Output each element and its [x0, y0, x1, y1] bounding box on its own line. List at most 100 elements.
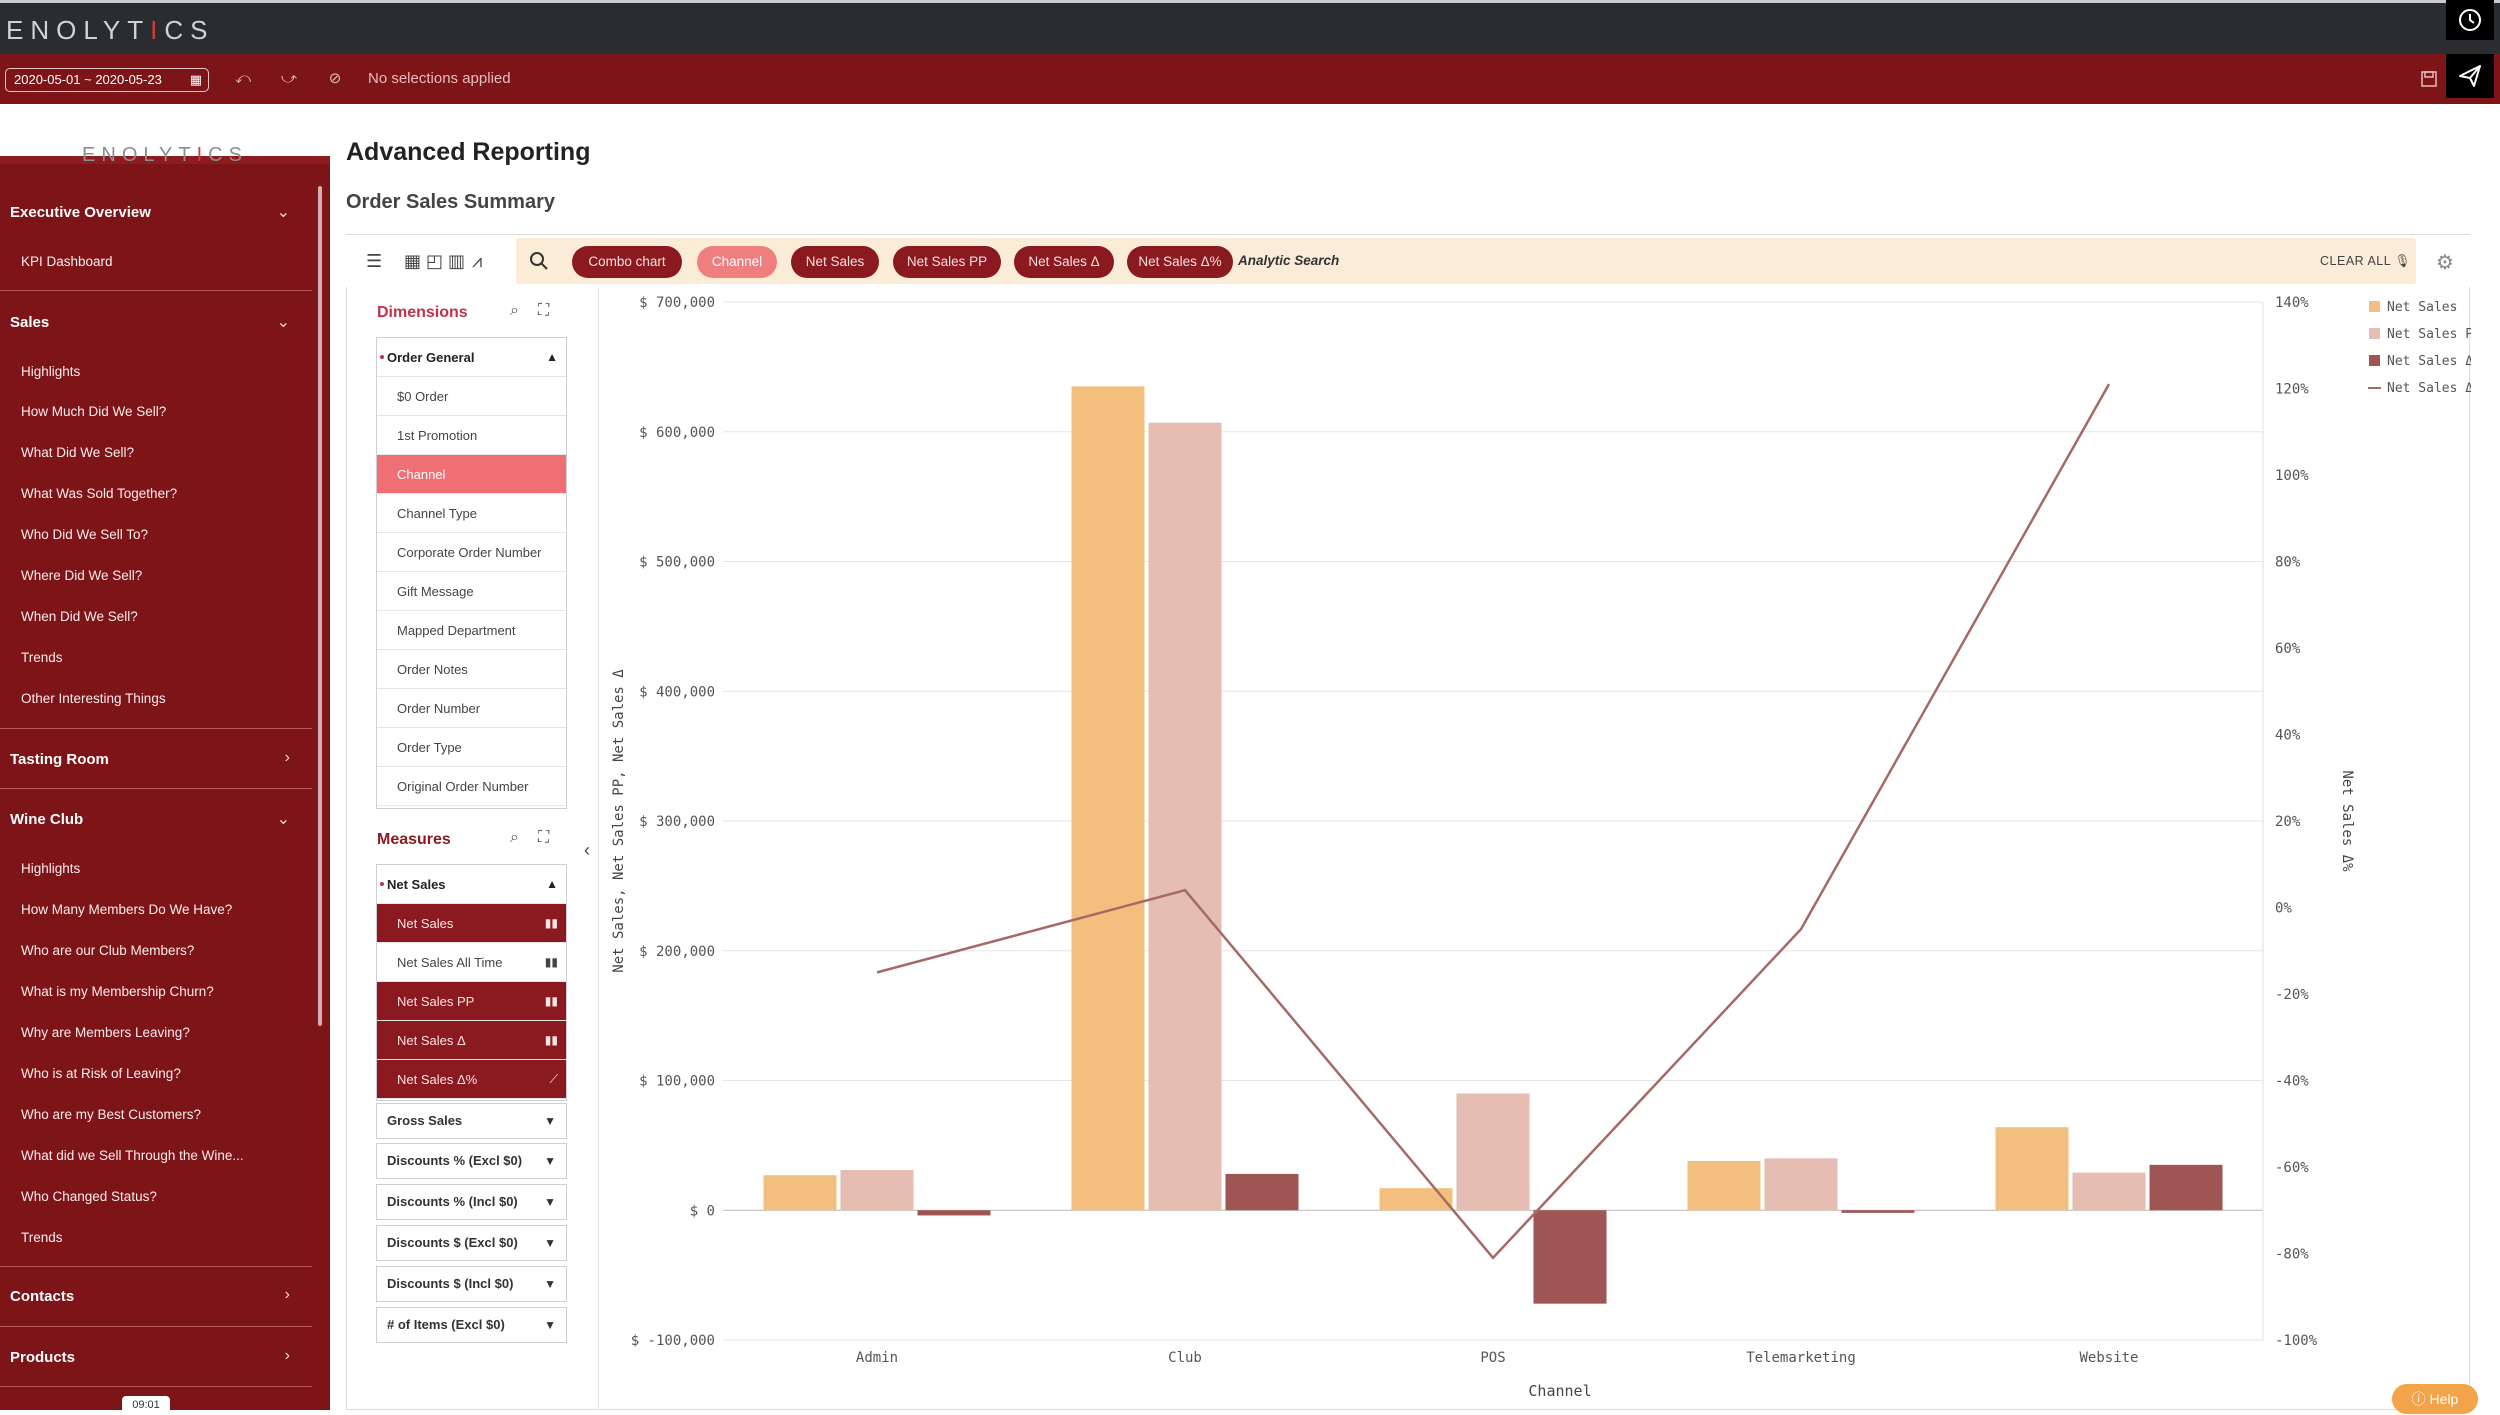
microphone-icon[interactable]: 🎙	[2394, 254, 2412, 268]
chevron-right-icon: ›	[284, 1286, 290, 1303]
chevron-down-icon: ⌄	[276, 204, 290, 221]
divider	[0, 290, 312, 291]
measure-item-selected[interactable]: Net Sales Δ ▮▮	[377, 1021, 566, 1060]
pill-net-sales-pp[interactable]: Net Sales PP	[893, 246, 1001, 278]
dimension-item[interactable]: $0 Order	[377, 377, 566, 416]
pill-net-sales[interactable]: Net Sales	[791, 246, 879, 278]
clear-all-button[interactable]: CLEAR ALL 🎙	[2320, 254, 2412, 268]
step-back-icon[interactable]: ⤺	[234, 70, 252, 87]
measure-item[interactable]: Net Sales All Time ▮▮	[377, 943, 566, 982]
sidebar-scrollbar[interactable]	[318, 186, 322, 1026]
dimension-group-order-general[interactable]: Order General ▲	[377, 338, 566, 377]
sidebar-section-executive-overview[interactable]: Executive Overview ⌄	[10, 204, 290, 221]
share-button[interactable]	[2446, 54, 2494, 98]
dimension-item[interactable]: Order Notes	[377, 650, 566, 689]
sidebar-item-sell-through-wine[interactable]: What did we Sell Through the Wine...	[21, 1148, 244, 1163]
measure-group-items-excl[interactable]: # of Items (Excl $0) ▼	[376, 1307, 567, 1343]
sidebar-item-who-are-club-members[interactable]: Who are our Club Members?	[21, 943, 195, 958]
dimension-item[interactable]: Order Number	[377, 689, 566, 728]
sidebar-item-kpi-dashboard[interactable]: KPI Dashboard	[21, 254, 113, 269]
measure-group-discounts-pct-incl[interactable]: Discounts % (Incl $0) ▼	[376, 1184, 567, 1220]
y2-tick-label: -20%	[2275, 987, 2309, 1003]
field-settings-icon[interactable]: ⛶	[538, 302, 550, 319]
divider	[0, 1266, 312, 1267]
pill-combo-chart[interactable]: Combo chart	[572, 246, 682, 278]
search-icon[interactable]: ⌕	[510, 829, 519, 846]
help-button[interactable]: ⓘ Help	[2392, 1384, 2478, 1414]
bar-chart-icon: ▮▮	[544, 1033, 558, 1047]
date-range-picker[interactable]: 2020-05-01 ~ 2020-05-23 ▦	[5, 68, 209, 92]
sidebar-item-how-many-members[interactable]: How Many Members Do We Have?	[21, 902, 233, 917]
bar-net-sales-pp	[1456, 1093, 1530, 1211]
table-icon[interactable]: ▦	[404, 251, 422, 271]
sidebar-item-why-members-leaving[interactable]: Why are Members Leaving?	[21, 1025, 190, 1040]
sidebar-item-who-changed-status[interactable]: Who Changed Status?	[21, 1189, 157, 1204]
sidebar-item-club-highlights[interactable]: Highlights	[21, 861, 81, 876]
measure-item-selected[interactable]: Net Sales PP ▮▮	[377, 982, 566, 1021]
menu-icon[interactable]: ☰	[366, 251, 383, 271]
y-tick-label: $ 200,000	[639, 944, 715, 960]
dimension-item-selected[interactable]: Channel	[377, 455, 566, 494]
dimension-item[interactable]: Mapped Department	[377, 611, 566, 650]
step-forward-icon[interactable]: ⤻	[280, 70, 298, 87]
search-icon[interactable]: ⌕	[510, 302, 519, 319]
sidebar-item-what-was-sold-together[interactable]: What Was Sold Together?	[21, 486, 178, 501]
sidebar-item-where-did-we-sell[interactable]: Where Did We Sell?	[21, 568, 143, 583]
bar-net-sales	[1071, 386, 1145, 1211]
date-range-text: 2020-05-01 ~ 2020-05-23	[14, 72, 162, 87]
dimension-item[interactable]: Corporate Order Number	[377, 533, 566, 572]
dimension-item[interactable]: 1st Promotion	[377, 416, 566, 455]
sidebar-section-sales[interactable]: Sales ⌄	[10, 314, 290, 331]
measures-list: Net Sales ▲ Net Sales ▮▮ Net Sales All Tim…	[376, 864, 567, 1101]
y-tick-label: $ 0	[690, 1203, 715, 1219]
pill-net-sales-delta[interactable]: Net Sales Δ	[1014, 246, 1114, 278]
sidebar-item-sales-trends[interactable]: Trends	[21, 650, 63, 665]
sidebar-section-contacts[interactable]: Contacts ›	[10, 1286, 290, 1305]
measure-group-gross-sales[interactable]: Gross Sales ▼	[376, 1103, 567, 1139]
bar-net-sales-	[1225, 1173, 1299, 1211]
measure-group-discounts-usd-excl[interactable]: Discounts $ (Excl $0) ▼	[376, 1225, 567, 1261]
sidebar-item-other-interesting-things[interactable]: Other Interesting Things	[21, 691, 166, 706]
combo-chart[interactable]: $ 700,000 $ 600,000 $ 500,000 $ 400,000 $ 30…	[598, 288, 2481, 1410]
bar-net-sales	[763, 1175, 837, 1211]
sidebar-item-sales-highlights[interactable]: Highlights	[21, 364, 81, 379]
pivot-icon[interactable]: ◰	[426, 251, 444, 271]
sidebar-section-products[interactable]: Products ›	[10, 1347, 290, 1366]
field-settings-icon[interactable]: ⛶	[538, 829, 550, 846]
clear-selections-icon[interactable]: ⊘	[328, 70, 342, 87]
sidebar-item-membership-churn[interactable]: What is my Membership Churn?	[21, 984, 214, 999]
sidebar-item-club-trends[interactable]: Trends	[21, 1230, 63, 1245]
sidebar-item-best-customers[interactable]: Who are my Best Customers?	[21, 1107, 202, 1122]
sidebar-item-how-much-did-we-sell[interactable]: How Much Did We Sell?	[21, 404, 167, 419]
measure-item-selected[interactable]: Net Sales Δ% ⟋	[377, 1060, 566, 1099]
sidebar-logo: ENOLYTICS	[0, 104, 330, 166]
bookmark-icon[interactable]	[2420, 70, 2438, 88]
measure-group-net-sales[interactable]: Net Sales ▲	[377, 865, 566, 904]
measure-group-discounts-usd-incl[interactable]: Discounts $ (Incl $0) ▼	[376, 1266, 567, 1302]
bar-chart-icon[interactable]: ▥	[448, 251, 466, 271]
dimension-item[interactable]: Gift Message	[377, 572, 566, 611]
search-icon[interactable]	[529, 251, 549, 271]
sidebar-section-tasting-room[interactable]: Tasting Room ›	[10, 749, 290, 768]
dimension-item[interactable]: Original Order Number	[377, 767, 566, 806]
send-icon	[2459, 65, 2481, 87]
sidebar-item-risk-of-leaving[interactable]: Who is at Risk of Leaving?	[21, 1066, 181, 1081]
measure-group-discounts-pct-excl[interactable]: Discounts % (Excl $0) ▼	[376, 1143, 567, 1179]
dimension-item[interactable]: Order Type	[377, 728, 566, 767]
sidebar-item-who-did-we-sell-to[interactable]: Who Did We Sell To?	[21, 527, 149, 542]
sidebar-item-when-did-we-sell[interactable]: When Did We Sell?	[21, 609, 138, 624]
time-badge: 09:01	[122, 1396, 170, 1410]
history-button[interactable]	[2446, 0, 2494, 40]
measure-item-selected[interactable]: Net Sales ▮▮	[377, 904, 566, 943]
pill-channel[interactable]: Channel	[697, 246, 777, 278]
sidebar-section-wine-club[interactable]: Wine Club ⌄	[10, 811, 290, 828]
pill-net-sales-delta-pct[interactable]: Net Sales Δ%	[1127, 246, 1233, 278]
dimension-item[interactable]: Channel Type	[377, 494, 566, 533]
gear-icon[interactable]: ⚙	[2436, 252, 2454, 274]
collapse-panel-icon[interactable]: ‹	[584, 840, 590, 860]
line-chart-icon[interactable]: ⩘	[472, 251, 483, 271]
x-tick-label: Telemarketing	[1746, 1350, 1856, 1366]
sidebar-item-what-did-we-sell[interactable]: What Did We Sell?	[21, 445, 135, 460]
chevron-down-icon: ▼	[544, 1236, 556, 1250]
bar-chart-icon: ▮▮	[544, 916, 558, 930]
